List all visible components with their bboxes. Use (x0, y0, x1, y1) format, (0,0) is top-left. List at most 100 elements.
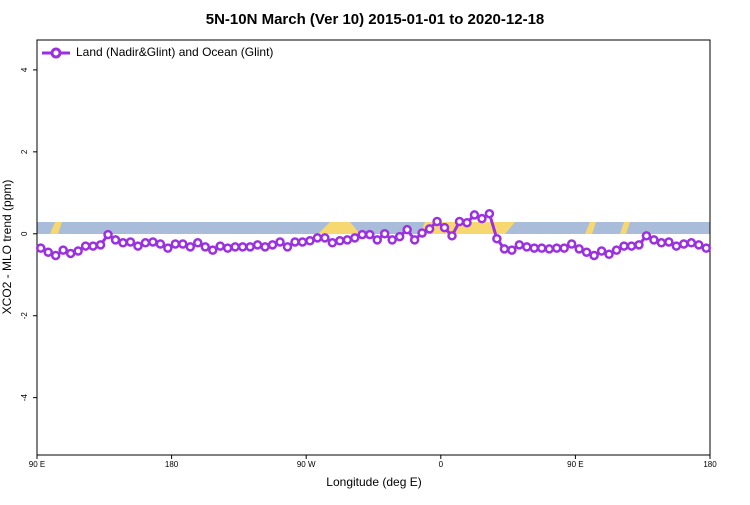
y-tick-label: -4 (20, 394, 29, 402)
data-point (327, 238, 338, 248)
data-point (462, 217, 472, 228)
data-point (522, 242, 532, 252)
data-point (80, 241, 91, 251)
data-point (417, 228, 427, 238)
data-point (469, 210, 480, 220)
data-point (88, 241, 98, 251)
data-point (402, 224, 412, 235)
data-point (148, 237, 158, 247)
data-point (514, 240, 525, 250)
x-tick-label: 180 (703, 460, 717, 469)
data-point (282, 242, 293, 252)
data-point (365, 229, 375, 240)
data-point (634, 240, 644, 250)
data-point (170, 239, 181, 249)
data-point (118, 238, 128, 248)
data-point (275, 237, 285, 247)
data-point (439, 222, 450, 233)
y-tick-label: -2 (20, 312, 29, 320)
data-point (589, 250, 599, 261)
data-point (432, 216, 442, 227)
data-point (290, 237, 300, 247)
data-point (559, 243, 569, 253)
data-point (596, 246, 607, 256)
data-point (252, 240, 263, 250)
data-point (387, 235, 397, 245)
data-point (200, 242, 210, 252)
data-point (237, 242, 248, 252)
data-point (222, 243, 233, 253)
data-point (230, 242, 240, 252)
data-point (537, 243, 547, 253)
data-point (694, 240, 704, 250)
land-patch (318, 222, 360, 234)
data-point (686, 238, 697, 248)
data-point (155, 239, 166, 249)
data-point (529, 243, 540, 253)
chart-title: 5N-10N March (Ver 10) 2015-01-01 to 2020… (206, 11, 545, 28)
data-point (499, 244, 510, 254)
x-tick-label: 90 E (567, 460, 583, 469)
data-point (342, 235, 353, 245)
x-tick-label: 180 (165, 460, 179, 469)
data-point (574, 244, 584, 254)
data-point (103, 229, 113, 240)
x-tick-label: 90 E (29, 460, 45, 469)
data-point (35, 243, 46, 253)
data-point (566, 239, 577, 249)
data-point (619, 241, 629, 251)
data-point (551, 243, 562, 253)
data-point (372, 235, 382, 245)
data-point (207, 245, 218, 255)
land-patch (50, 222, 62, 234)
data-point (95, 240, 106, 250)
data-point (193, 238, 203, 248)
x-tick-label: 0 (439, 460, 444, 469)
data-point (664, 237, 674, 247)
data-point (484, 208, 495, 219)
data-point (50, 250, 61, 261)
data-point (424, 224, 435, 234)
x-tick-label: 90 W (297, 460, 316, 469)
legend-label: Land (Nadir&Glint) and Ocean (Glint) (76, 45, 273, 59)
data-point (656, 238, 667, 248)
data-point (701, 243, 712, 253)
legend-marker (50, 47, 62, 59)
data-point (73, 246, 83, 256)
data-point (626, 241, 637, 251)
data-point (507, 245, 517, 255)
data-point (140, 238, 151, 248)
data-point (379, 229, 390, 239)
x-axis-label: Longitude (deg E) (326, 475, 421, 489)
data-point (245, 242, 255, 252)
data-point (312, 233, 323, 243)
data-point (267, 240, 278, 250)
data-point (649, 235, 659, 245)
data-point (409, 235, 420, 245)
data-point (297, 237, 308, 247)
data-point (43, 247, 53, 257)
data-point (305, 235, 315, 246)
data-point (58, 245, 68, 255)
y-tick-label: 0 (20, 231, 29, 236)
data-point (611, 245, 622, 255)
data-point (641, 231, 652, 241)
ocean-band (37, 222, 710, 234)
data-point (544, 244, 554, 254)
data-point (477, 213, 487, 224)
data-point (581, 247, 592, 257)
data-point (65, 248, 76, 259)
data-point (679, 239, 689, 249)
data-point (133, 241, 143, 251)
data-point (604, 249, 614, 260)
y-tick-label: 4 (20, 67, 29, 72)
data-point (320, 233, 330, 243)
data-point (350, 233, 360, 243)
data-point (454, 216, 465, 227)
y-axis-label: XCO2 - MLO trend (ppm) (0, 180, 14, 315)
data-point (178, 239, 188, 249)
data-point (163, 243, 173, 253)
legend: Land (Nadir&Glint) and Ocean (Glint) (42, 45, 273, 59)
y-tick-label: 2 (20, 149, 29, 154)
